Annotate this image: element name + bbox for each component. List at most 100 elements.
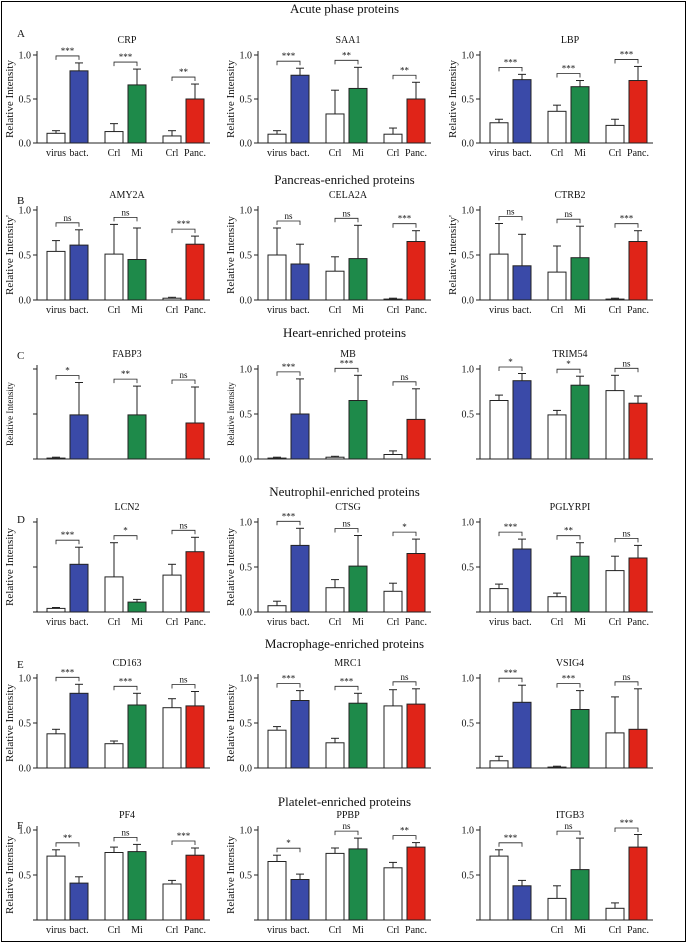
significance-label: *** bbox=[282, 362, 296, 372]
bar bbox=[547, 897, 567, 921]
bar bbox=[547, 596, 567, 613]
significance-bracket bbox=[498, 216, 523, 221]
bar bbox=[104, 743, 124, 769]
y-tick-label: 0.0 bbox=[240, 139, 253, 150]
bar bbox=[127, 704, 147, 769]
significance-bracket bbox=[614, 59, 639, 64]
significance-label: ns bbox=[622, 358, 631, 368]
y-tick-label: 0.5 bbox=[462, 95, 475, 106]
y-tick-label: 1.0 bbox=[462, 826, 475, 837]
significance-bracket bbox=[171, 840, 196, 845]
significance-bracket bbox=[113, 535, 138, 540]
y-axis-label: Relative Intensity bbox=[225, 216, 237, 294]
y-tick-label: 0.5 bbox=[240, 95, 253, 106]
bar bbox=[104, 852, 124, 921]
y-tick-label: 0.0 bbox=[19, 296, 32, 307]
significance-label: *** bbox=[282, 511, 296, 521]
x-tick-label: Panc. bbox=[627, 148, 649, 159]
x-tick-label: Crl bbox=[609, 617, 622, 628]
bar bbox=[325, 456, 345, 460]
significance-label: *** bbox=[177, 219, 191, 229]
x-tick-label: Mi bbox=[574, 617, 586, 628]
x-tick-label: virus bbox=[46, 925, 66, 936]
significance-bracket bbox=[556, 73, 581, 78]
x-tick-label: Mi bbox=[352, 305, 364, 316]
y-tick-label: 1.0 bbox=[240, 206, 253, 217]
x-tick-label: Panc. bbox=[405, 148, 427, 159]
significance-bracket bbox=[556, 368, 581, 374]
y-tick-label: 0.0 bbox=[19, 764, 32, 775]
significance-label: ** bbox=[400, 826, 410, 836]
x-tick-label: Crl bbox=[329, 148, 342, 159]
x-tick-label: virus bbox=[46, 617, 66, 628]
significance-bracket bbox=[171, 529, 196, 535]
significance-bracket bbox=[113, 217, 138, 222]
bar bbox=[104, 131, 124, 144]
significance-bracket bbox=[55, 375, 80, 380]
significance-label: *** bbox=[620, 214, 634, 224]
significance-label: * bbox=[566, 359, 571, 369]
bar bbox=[628, 846, 648, 921]
x-tick-label: Crl bbox=[166, 617, 179, 628]
x-tick-label: Crl bbox=[108, 305, 121, 316]
significance-label: * bbox=[123, 526, 128, 536]
section-title-c: Heart-enriched proteins bbox=[282, 325, 407, 340]
section-letter-e: E bbox=[17, 659, 24, 671]
bar bbox=[162, 707, 182, 769]
y-tick-label: 1.0 bbox=[240, 365, 253, 376]
significance-label: ns bbox=[400, 672, 409, 682]
significance-label: *** bbox=[504, 668, 518, 678]
x-tick-label: Crl bbox=[609, 148, 622, 159]
bar bbox=[605, 298, 625, 301]
x-tick-label: Panc. bbox=[405, 925, 427, 936]
x-tick-label: virus bbox=[46, 148, 66, 159]
bar bbox=[290, 263, 310, 301]
significance-label: *** bbox=[504, 833, 518, 843]
x-tick-label: bact. bbox=[512, 305, 531, 316]
bar bbox=[69, 882, 89, 921]
x-tick-label: Mi bbox=[131, 305, 143, 316]
y-tick-label: 0.5 bbox=[462, 410, 475, 421]
x-tick-label: Crl bbox=[329, 925, 342, 936]
chart-title: LBP bbox=[561, 35, 580, 46]
bar bbox=[406, 98, 426, 144]
x-tick-label: Crl bbox=[166, 148, 179, 159]
bar bbox=[628, 557, 648, 613]
significance-label: *** bbox=[119, 52, 133, 62]
x-tick-label: Panc. bbox=[627, 617, 649, 628]
x-tick-label: bact. bbox=[69, 925, 88, 936]
significance-bracket bbox=[113, 61, 138, 67]
y-tick-label: 0.5 bbox=[240, 251, 253, 262]
y-tick-label: 0.0 bbox=[19, 139, 32, 150]
significance-label: *** bbox=[562, 64, 576, 74]
y-tick-label: 0.5 bbox=[240, 719, 253, 730]
section-letter-f: F bbox=[17, 820, 24, 832]
x-tick-label: virus bbox=[489, 305, 509, 316]
bar bbox=[46, 855, 66, 921]
x-tick-label: Crl bbox=[551, 617, 564, 628]
y-tick-label: 0.5 bbox=[19, 251, 32, 262]
bar bbox=[383, 867, 403, 921]
significance-label: *** bbox=[340, 676, 354, 686]
y-tick-label: 0.0 bbox=[462, 139, 475, 150]
bar bbox=[383, 590, 403, 613]
bar bbox=[570, 257, 590, 301]
significance-bracket bbox=[392, 835, 417, 840]
x-tick-label: Panc. bbox=[184, 148, 206, 159]
y-axis-label: Relative Intensity bbox=[5, 382, 15, 446]
bar bbox=[162, 574, 182, 613]
section-letter-a: A bbox=[17, 28, 25, 40]
bar bbox=[489, 400, 509, 460]
significance-label: *** bbox=[620, 49, 634, 59]
section-title-a: Acute phase proteins bbox=[289, 1, 400, 16]
bar bbox=[127, 851, 147, 921]
significance-bracket bbox=[498, 366, 523, 371]
bar bbox=[605, 570, 625, 613]
significance-label: ns bbox=[622, 672, 631, 682]
chart-title: SAA1 bbox=[335, 35, 360, 46]
bar bbox=[489, 122, 509, 144]
x-tick-label: Mi bbox=[131, 617, 143, 628]
x-tick-label: Crl bbox=[551, 305, 564, 316]
x-tick-label: Mi bbox=[352, 148, 364, 159]
